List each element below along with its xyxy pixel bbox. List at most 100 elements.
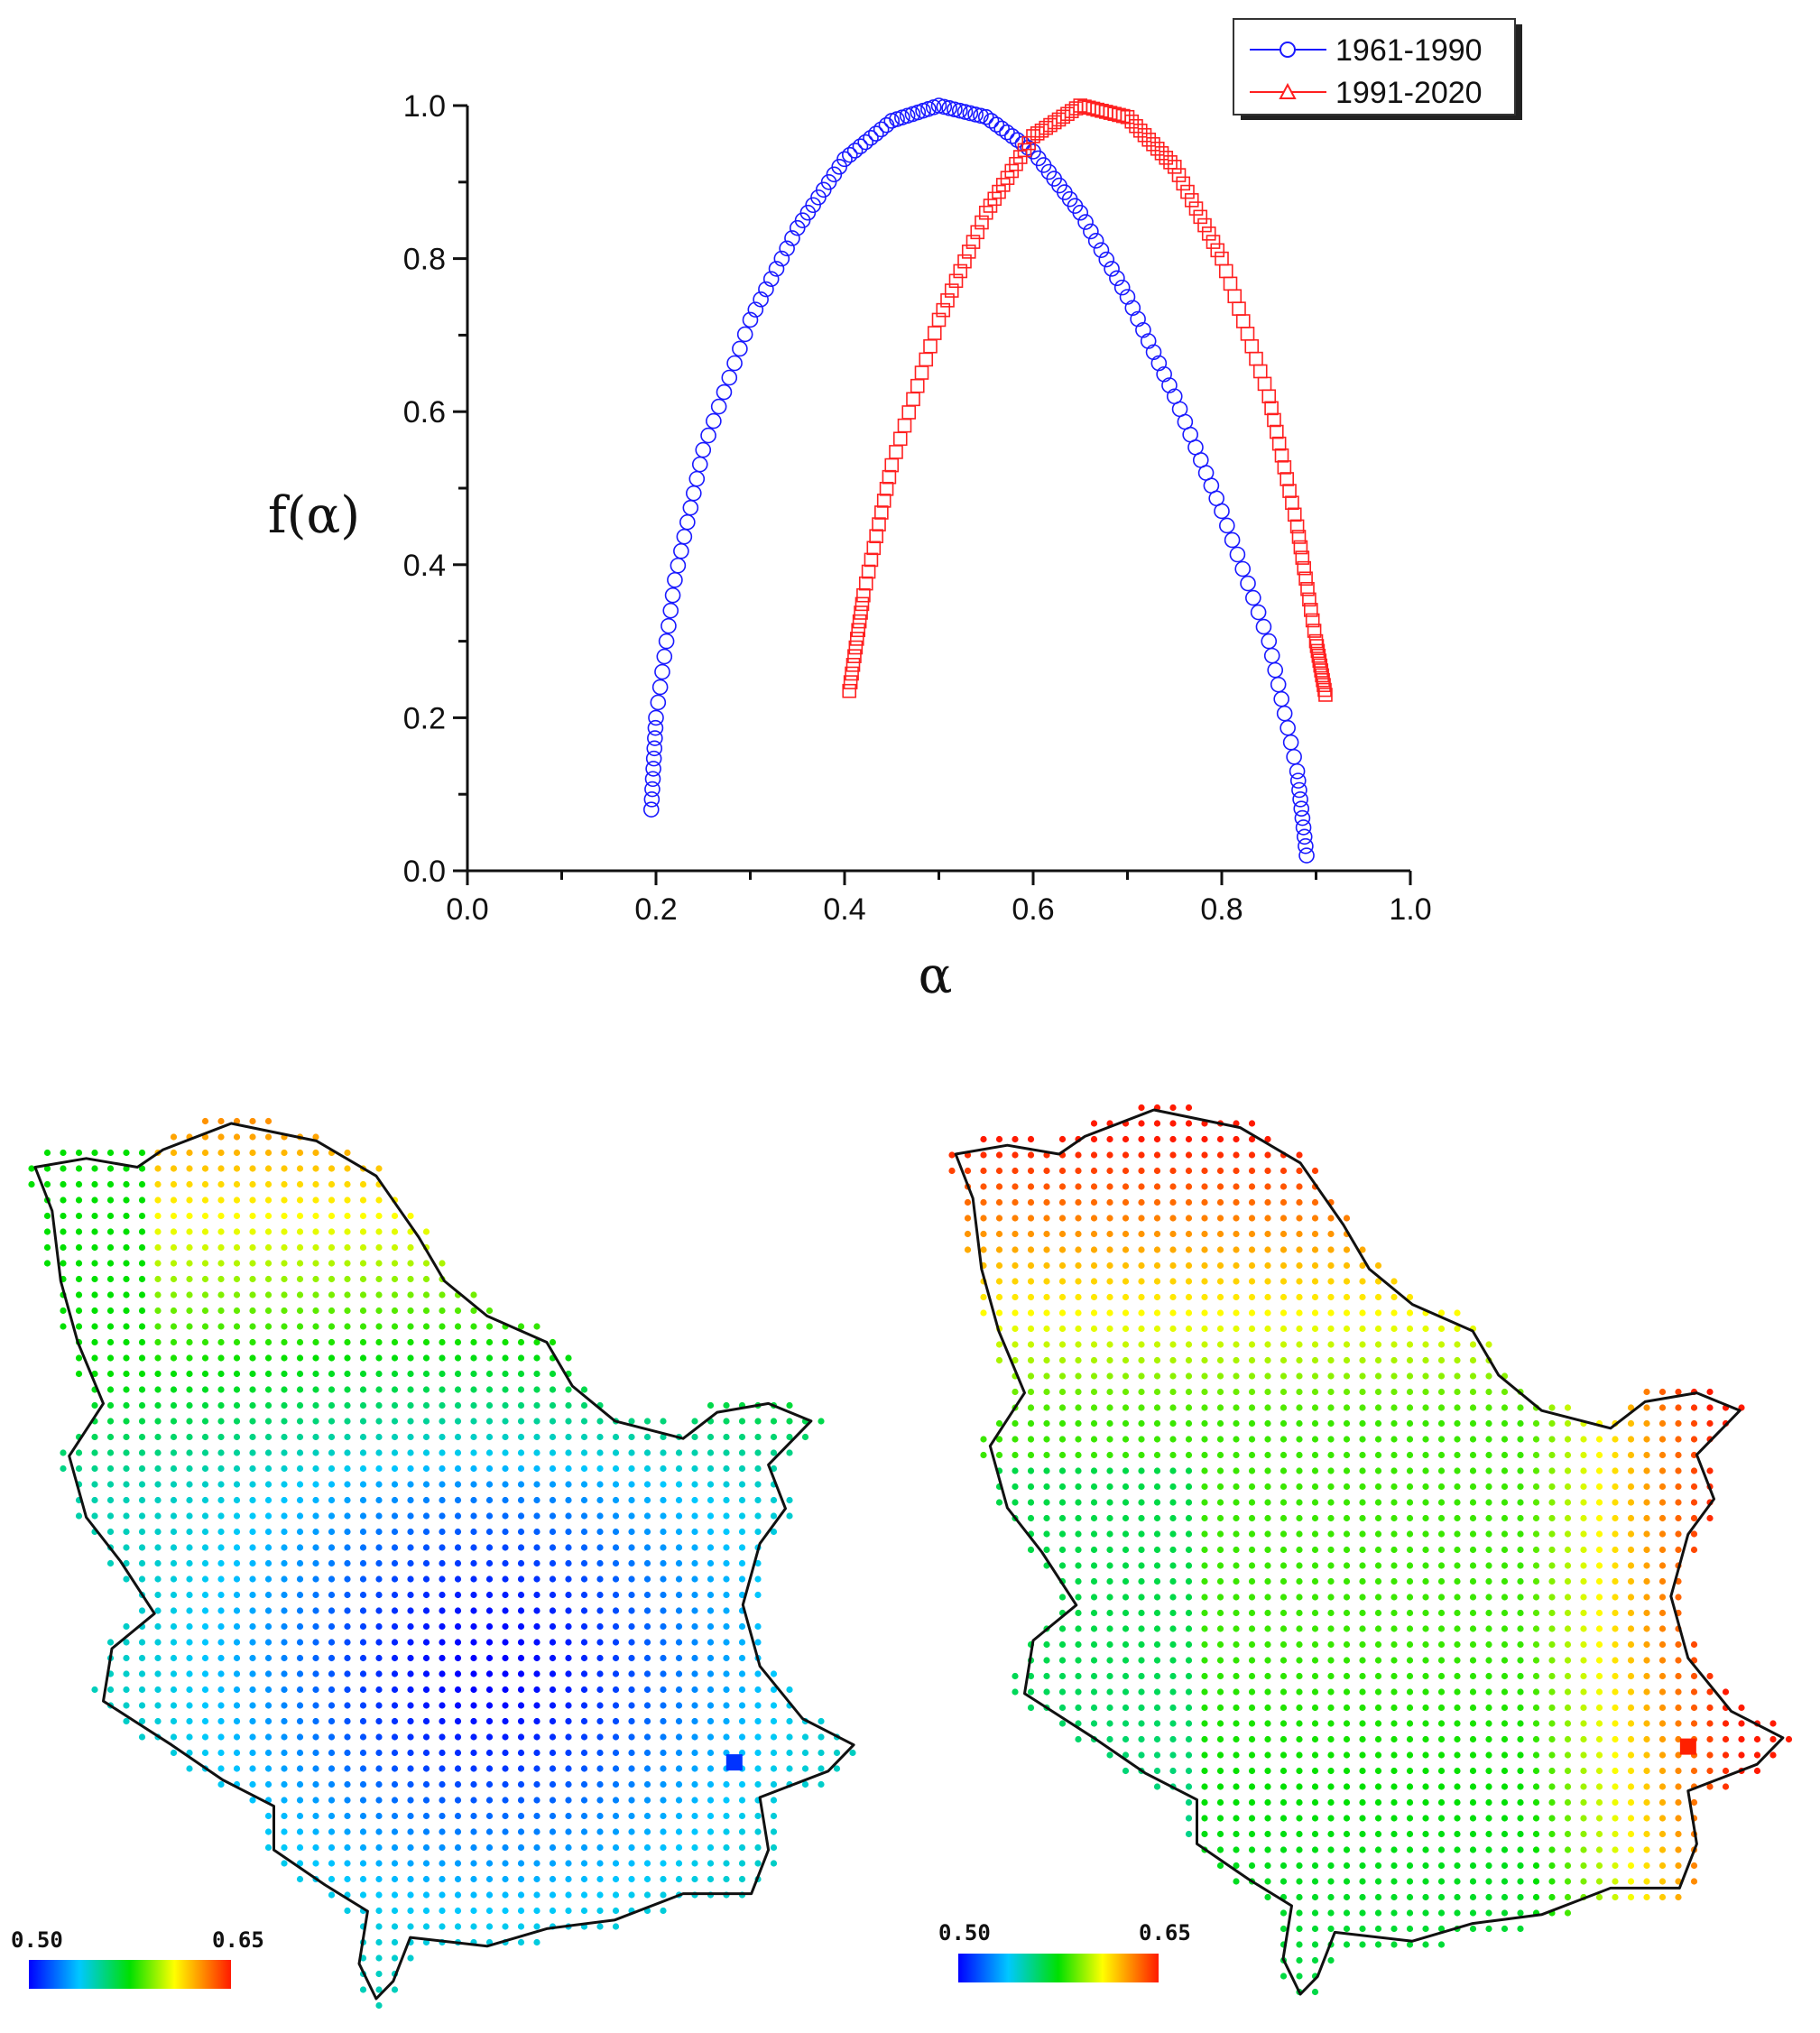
grid-point bbox=[391, 1370, 399, 1378]
grid-point bbox=[470, 1512, 477, 1520]
grid-point bbox=[217, 1133, 225, 1141]
grid-point bbox=[995, 1451, 1003, 1459]
grid-point bbox=[1564, 1815, 1572, 1822]
grid-point bbox=[549, 1749, 557, 1757]
grid-point bbox=[312, 1418, 319, 1425]
grid-point bbox=[1075, 1657, 1082, 1664]
grid-point bbox=[1090, 1151, 1098, 1159]
grid-point bbox=[1469, 1925, 1477, 1933]
grid-point bbox=[439, 1354, 446, 1362]
grid-point bbox=[1422, 1356, 1429, 1364]
grid-point bbox=[439, 1449, 446, 1456]
grid-point bbox=[1280, 1878, 1288, 1885]
grid-point bbox=[995, 1309, 1003, 1317]
grid-point bbox=[201, 1544, 209, 1551]
grid-point bbox=[1043, 1372, 1050, 1380]
grid-point bbox=[123, 1307, 130, 1315]
grid-point bbox=[344, 1875, 351, 1883]
grid-point bbox=[707, 1828, 715, 1835]
legend-marker bbox=[1279, 82, 1297, 99]
grid-point bbox=[1406, 1625, 1414, 1632]
grid-point bbox=[580, 1622, 588, 1631]
data-point bbox=[852, 138, 869, 155]
grid-point bbox=[1501, 1514, 1509, 1522]
grid-point bbox=[580, 1670, 588, 1677]
grid-point bbox=[249, 1496, 256, 1504]
grid-point bbox=[1343, 1577, 1351, 1585]
grid-point bbox=[1327, 1293, 1335, 1301]
grid-point bbox=[186, 1243, 193, 1252]
grid-point bbox=[138, 1465, 146, 1473]
grid-point bbox=[1374, 1499, 1382, 1506]
grid-point bbox=[296, 1338, 304, 1346]
grid-point bbox=[296, 1165, 304, 1172]
grid-point bbox=[1280, 1594, 1288, 1601]
grid-point bbox=[1690, 1720, 1698, 1727]
grid-point bbox=[1580, 1451, 1587, 1459]
grid-point bbox=[375, 1433, 383, 1441]
grid-point bbox=[1296, 1404, 1303, 1411]
grid-point bbox=[1422, 1640, 1429, 1649]
grid-point bbox=[264, 1323, 273, 1330]
grid-point bbox=[1374, 1309, 1382, 1317]
series-1991-2020 bbox=[842, 98, 1333, 702]
grid-point bbox=[391, 1765, 399, 1772]
grid-point bbox=[1643, 1893, 1650, 1901]
grid-point bbox=[1264, 1167, 1271, 1175]
grid-point bbox=[1422, 1404, 1429, 1411]
grid-point bbox=[533, 1702, 540, 1709]
grid-point bbox=[170, 1576, 178, 1583]
grid-point bbox=[738, 1860, 746, 1867]
grid-point bbox=[1548, 1483, 1556, 1491]
grid-point bbox=[533, 1797, 540, 1804]
grid-point bbox=[1233, 1467, 1240, 1474]
grid-point bbox=[675, 1607, 683, 1614]
data-point bbox=[866, 541, 882, 556]
grid-point bbox=[770, 1418, 778, 1425]
grid-point bbox=[1138, 1356, 1145, 1364]
grid-point bbox=[1595, 1767, 1603, 1775]
grid-point bbox=[138, 1370, 146, 1378]
grid-point bbox=[1169, 1625, 1177, 1632]
grid-point bbox=[1564, 1609, 1572, 1617]
grid-point bbox=[1658, 1546, 1667, 1554]
grid-point bbox=[1327, 1372, 1335, 1380]
grid-point bbox=[201, 1386, 209, 1393]
grid-point bbox=[1501, 1625, 1509, 1632]
data-point bbox=[1298, 571, 1313, 587]
grid-point bbox=[233, 1654, 241, 1662]
data-point bbox=[656, 648, 673, 665]
grid-point bbox=[249, 1212, 256, 1220]
grid-point bbox=[1532, 1562, 1540, 1569]
grid-point bbox=[375, 1165, 383, 1172]
grid-point bbox=[1264, 1325, 1271, 1333]
grid-point bbox=[1248, 1419, 1256, 1428]
grid-point bbox=[502, 1686, 509, 1694]
grid-point bbox=[1233, 1562, 1240, 1569]
grid-point bbox=[328, 1401, 336, 1409]
grid-point bbox=[1643, 1609, 1650, 1617]
grid-point bbox=[1595, 1499, 1603, 1506]
grid-point bbox=[328, 1496, 336, 1504]
grid-point bbox=[106, 1165, 115, 1172]
grid-point bbox=[1027, 1135, 1035, 1143]
grid-point bbox=[580, 1528, 588, 1536]
grid-point bbox=[1327, 1436, 1335, 1443]
grid-point bbox=[375, 1481, 383, 1488]
grid-point bbox=[565, 1733, 572, 1741]
data-point bbox=[1156, 365, 1172, 383]
grid-point bbox=[1106, 1609, 1113, 1617]
grid-point bbox=[1595, 1735, 1603, 1743]
grid-point bbox=[391, 1576, 399, 1583]
grid-point bbox=[1264, 1878, 1271, 1885]
grid-point bbox=[1169, 1530, 1177, 1538]
grid-point bbox=[439, 1797, 446, 1804]
grid-point bbox=[1216, 1151, 1224, 1159]
grid-point bbox=[1153, 1325, 1161, 1333]
grid-point bbox=[1437, 1640, 1446, 1649]
grid-point bbox=[723, 1449, 730, 1456]
grid-point bbox=[1580, 1594, 1587, 1601]
data-point bbox=[836, 151, 853, 168]
grid-point bbox=[170, 1212, 178, 1220]
grid-point bbox=[533, 1512, 540, 1520]
